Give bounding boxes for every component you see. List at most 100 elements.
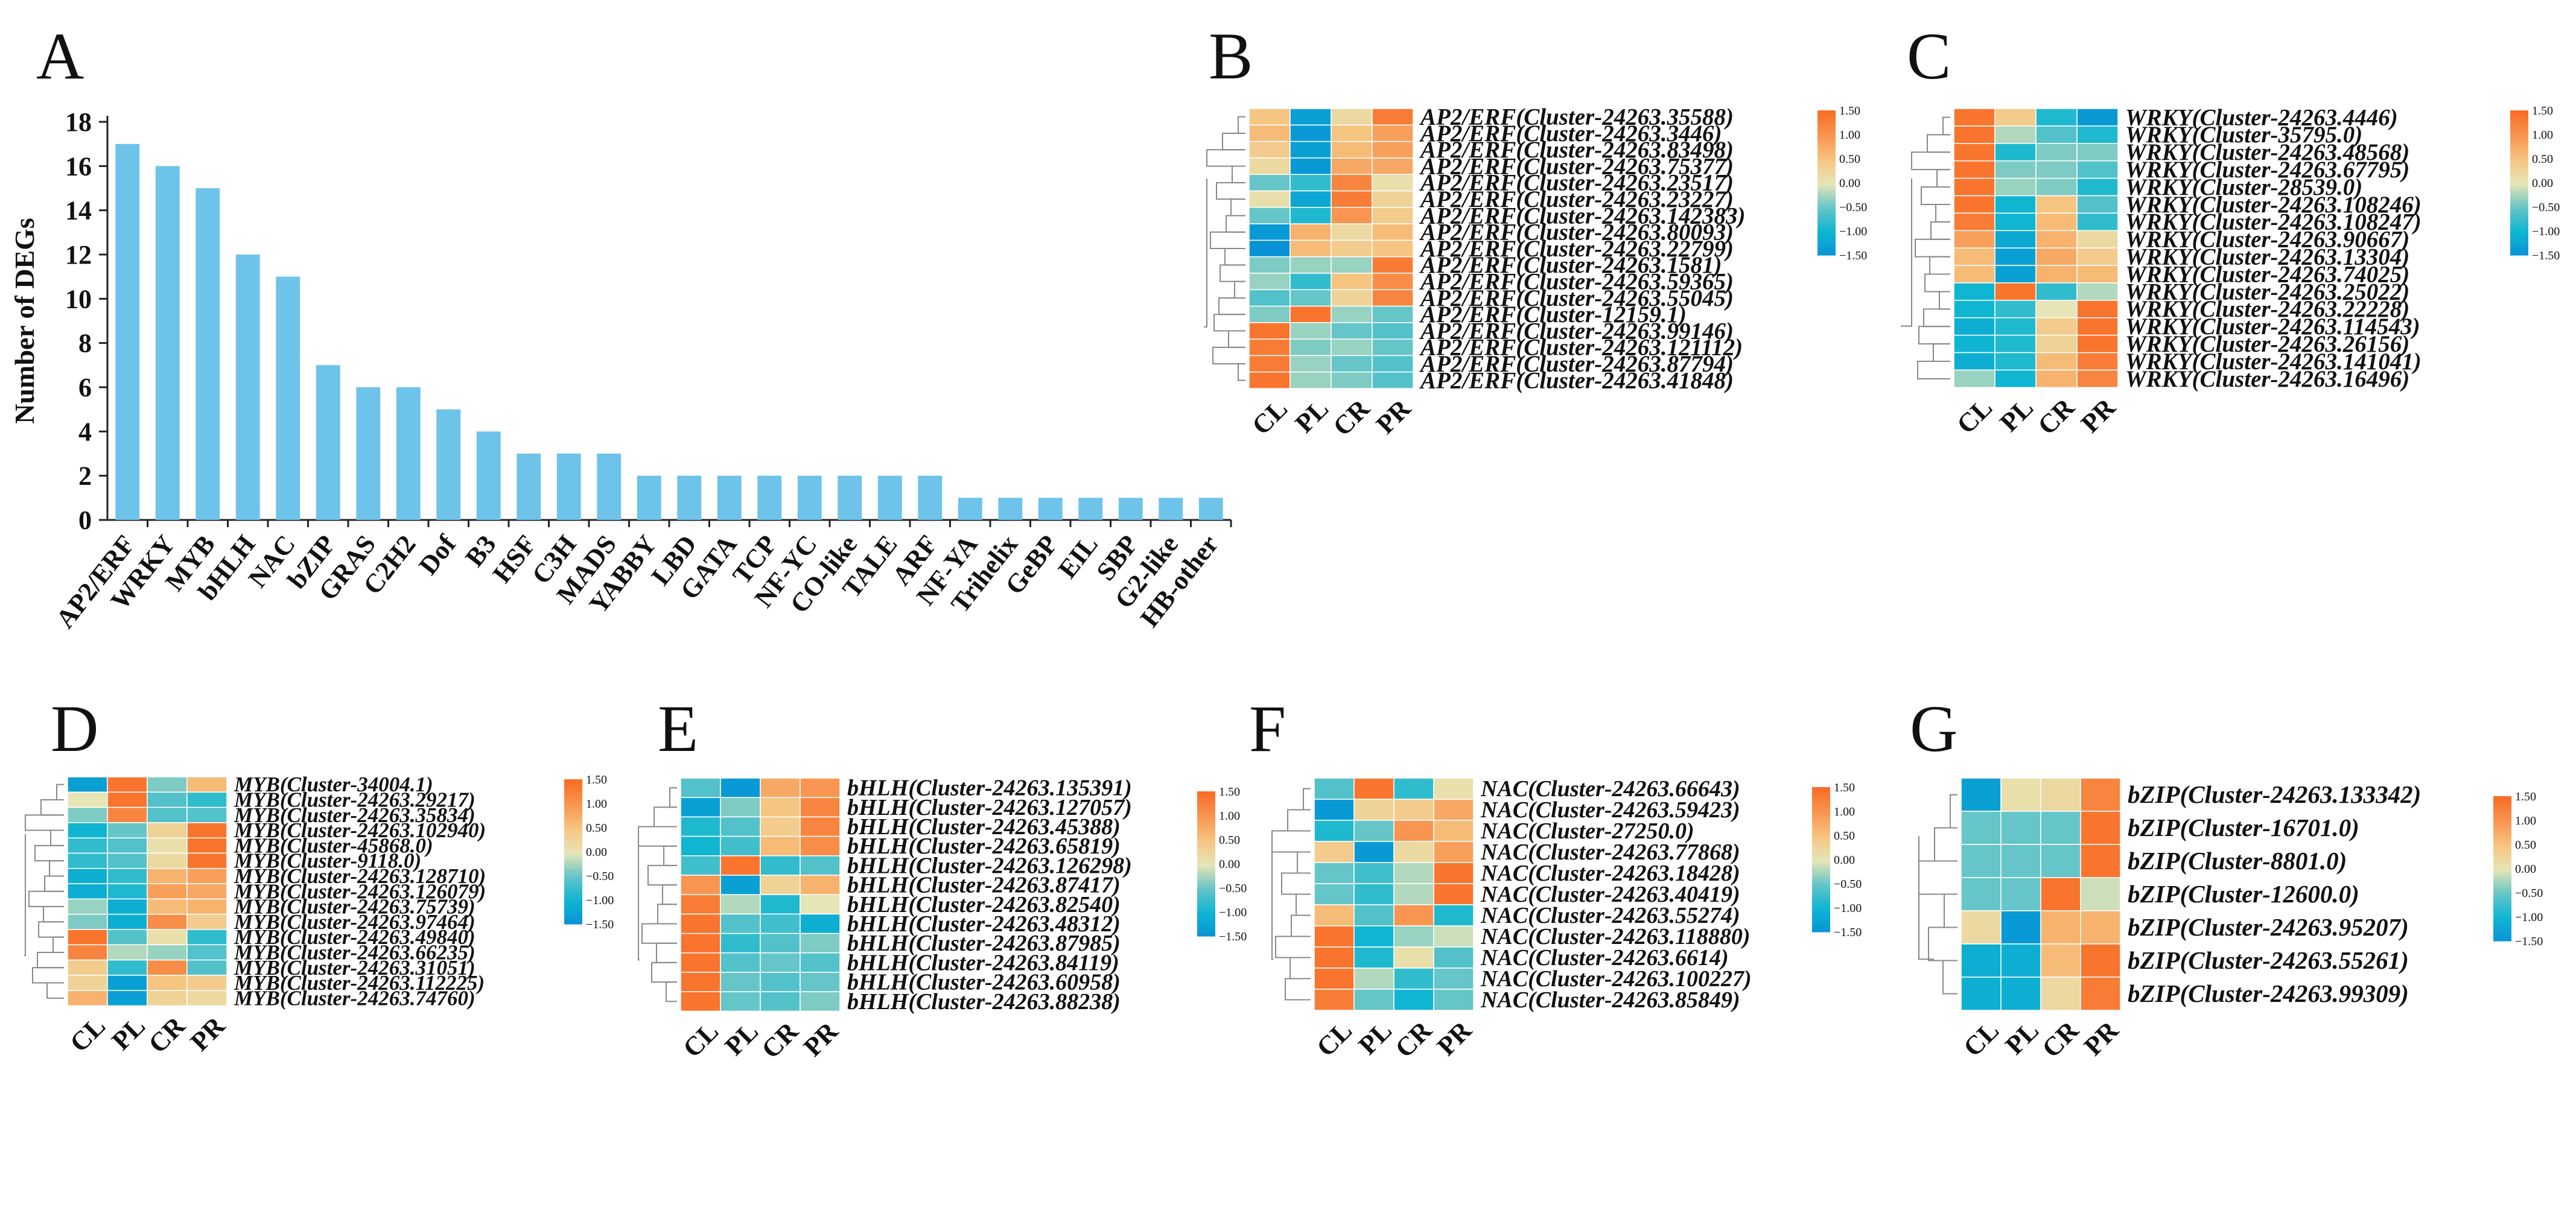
colorbar-segment [1812, 862, 1830, 865]
colorbar-segment [564, 893, 582, 896]
colorbar-segment [2493, 871, 2511, 874]
colorbar-segment [2510, 125, 2528, 128]
colorbar-tick-label: −1.50 [586, 918, 614, 931]
heatmap-cell [1290, 223, 1332, 241]
colorbar-segment [2493, 857, 2511, 860]
colorbar-segment [564, 885, 582, 888]
colorbar-segment [2493, 878, 2511, 881]
colorbar-segment [1812, 884, 1830, 887]
panel-label: E [658, 692, 698, 765]
colorbar-segment [1818, 192, 1836, 195]
heatmap-cell [1393, 967, 1434, 990]
heatmap-cell [720, 797, 761, 818]
dendrogram-branch [1296, 893, 1311, 916]
bar [235, 255, 260, 520]
colorbar-segment [564, 900, 582, 903]
heatmap-cell [67, 806, 108, 823]
row-label: bHLH(Cluster-24263.87985) [847, 931, 1121, 956]
colorbar-segment [1197, 857, 1215, 860]
dendrogram-branch [1210, 231, 1245, 250]
y-tick-label: 6 [78, 373, 92, 402]
row-label: AP2/ERF(Cluster-24263.121112) [1419, 335, 1743, 361]
column-label: CR [1390, 1015, 1438, 1063]
colorbar-segment [2493, 910, 2511, 913]
colorbar-segment [564, 917, 582, 920]
heatmap-cell [107, 791, 148, 808]
bar [877, 475, 902, 520]
heatmap-cell [1314, 820, 1355, 842]
heatmap-cell [1248, 273, 1291, 291]
colorbar-segment [2510, 161, 2528, 164]
heatmap-cell [1393, 989, 1434, 1011]
heatmap-cell [1314, 946, 1355, 969]
heatmap-cell [1994, 334, 2037, 353]
colorbar-tick-label: 0.00 [2532, 177, 2553, 190]
row-label: WRKY(Cluster-24263.74025) [2125, 261, 2409, 287]
heatmap-cell [1393, 946, 1434, 969]
heatmap-cell [1331, 157, 1373, 175]
y-tick-label: 2 [78, 461, 92, 491]
panel-f-heatmap: FNAC(Cluster-24263.66643)NAC(Cluster-242… [1249, 692, 1862, 1063]
column-label: CL [677, 1016, 724, 1063]
colorbar-segment [1197, 931, 1215, 934]
column-label: PR [185, 1010, 231, 1057]
heatmap-cell [1248, 124, 1291, 142]
colorbar-segment [2493, 914, 2511, 917]
dendrogram-branch [1934, 827, 1957, 862]
heatmap-cell [720, 952, 761, 973]
dendrogram-branch [1230, 198, 1245, 217]
heatmap-cell [1331, 372, 1373, 389]
colorbar-segment [564, 922, 582, 925]
colorbar-segment [564, 799, 582, 802]
colorbar-segment [1818, 226, 1836, 229]
heatmap-cell [2076, 265, 2119, 283]
colorbar-segment [1197, 837, 1215, 840]
heatmap-cell [760, 991, 801, 1012]
colorbar-segment [1812, 860, 1830, 863]
colorbar-segment [564, 859, 582, 862]
colorbar-segment [2493, 861, 2511, 864]
colorbar-segment [2510, 180, 2528, 183]
colorbar-segment [2510, 154, 2528, 157]
row-label: WRKY(Cluster-24263.4446) [2125, 104, 2398, 130]
row-label: bHLH(Cluster-24263.135391) [847, 776, 1132, 801]
column-label: PL [1353, 1015, 1398, 1060]
dendrogram-branch [1928, 926, 1957, 961]
colorbar-segment [1818, 202, 1836, 205]
colorbar-tick-label: 1.00 [1219, 809, 1240, 823]
heatmap-cell [2076, 334, 2119, 353]
row-label: MYB(Cluster-24263.126079) [234, 879, 486, 903]
dendrogram-branch [34, 844, 64, 862]
heatmap-cell [1290, 239, 1332, 258]
colorbar-segment [2510, 147, 2528, 150]
colorbar-segment [1197, 818, 1215, 821]
heatmap-cell [1248, 190, 1291, 208]
heatmap-cell [107, 776, 148, 793]
colorbar-segment [1818, 221, 1836, 224]
heatmap-cell [2040, 811, 2081, 845]
heatmap-cell [1290, 305, 1332, 323]
colorbar-segment [2493, 818, 2511, 821]
colorbar-segment [2493, 820, 2511, 823]
row-label: AP2/ERF(Cluster-24263.35588) [1419, 104, 1734, 130]
heatmap-cell [1353, 904, 1395, 926]
column-label: CR [2032, 392, 2081, 440]
row-label: bHLH(Cluster-24263.82540) [847, 892, 1121, 917]
row-label: WRKY(Cluster-35795.0) [2125, 122, 2362, 148]
heatmap-cell [760, 972, 801, 992]
colorbar-segment [2510, 171, 2528, 174]
row-label: bZIP(Cluster-8801.0) [2128, 847, 2347, 875]
y-tick-label: 14 [65, 196, 92, 226]
heatmap-cell [1331, 207, 1373, 224]
colorbar-segment [1197, 878, 1215, 881]
colorbar-segment [1197, 902, 1215, 905]
dendrogram-branch [1287, 809, 1311, 832]
row-label: NAC(Cluster-27250.0) [1480, 819, 1694, 844]
colorbar-segment [2510, 188, 2528, 191]
heatmap-cell [186, 929, 227, 946]
heatmap-cell [2000, 844, 2041, 878]
colorbar-segment [564, 823, 582, 826]
colorbar-segment [564, 876, 582, 879]
dendrogram-branch [52, 936, 64, 953]
